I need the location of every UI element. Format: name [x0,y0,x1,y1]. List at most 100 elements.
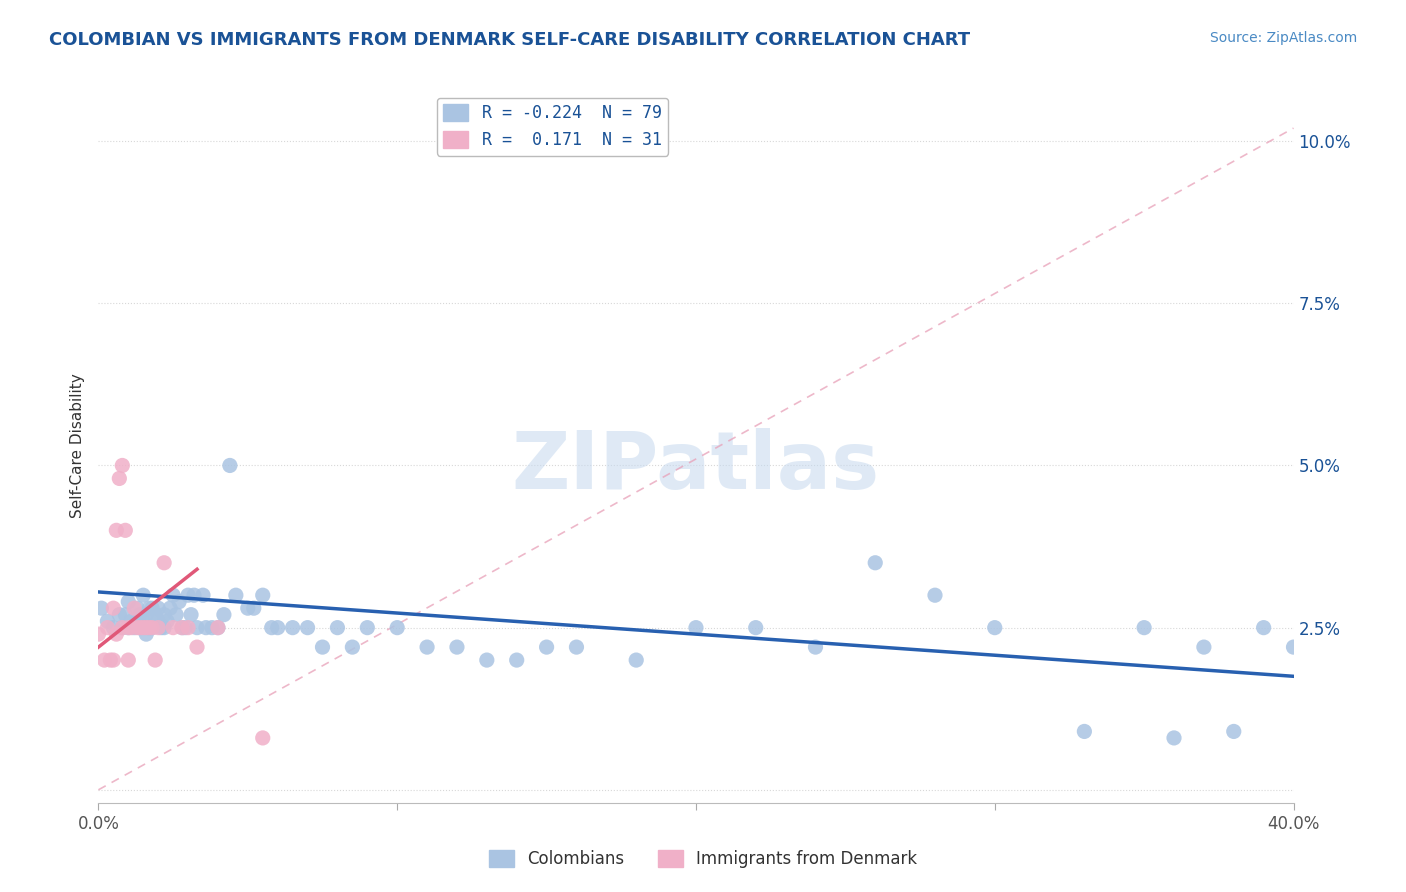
Legend: R = -0.224  N = 79, R =  0.171  N = 31: R = -0.224 N = 79, R = 0.171 N = 31 [437,97,668,155]
Point [186,621,208,635]
Point [114,524,136,538]
Point [225,588,247,602]
Point [745,621,768,635]
Point [177,621,200,635]
Point [117,621,139,635]
Text: Source: ZipAtlas.com: Source: ZipAtlas.com [1209,31,1357,45]
Point [124,601,146,615]
Point [108,607,131,622]
Point [129,607,152,622]
Point [626,653,648,667]
Point [105,524,128,538]
Point [1192,640,1215,654]
Point [219,458,242,473]
Point [201,621,224,635]
Point [153,607,176,622]
Point [162,621,184,635]
Point [172,621,194,635]
Point [135,627,157,641]
Point [536,640,558,654]
Point [162,588,184,602]
Point [127,601,149,615]
Point [267,621,290,635]
Point [103,621,125,635]
Point [297,621,319,635]
Point [565,640,588,654]
Point [1163,731,1185,745]
Point [132,621,155,635]
Legend: Colombians, Immigrants from Denmark: Colombians, Immigrants from Denmark [482,843,924,875]
Point [1343,621,1365,635]
Point [207,621,229,635]
Point [124,621,146,635]
Point [148,614,170,628]
Point [167,595,190,609]
Point [356,621,378,635]
Point [207,621,229,635]
Point [153,556,176,570]
Point [1253,621,1275,635]
Text: ZIPatlas: ZIPatlas [512,428,880,507]
Point [416,640,439,654]
Point [174,621,197,635]
Point [108,471,131,485]
Point [117,653,139,667]
Point [183,588,205,602]
Point [141,621,163,635]
Point [138,621,160,635]
Point [281,621,304,635]
Point [685,621,707,635]
Point [111,621,134,635]
Point [120,614,142,628]
Point [141,601,163,615]
Point [252,731,274,745]
Point [212,607,235,622]
Point [1282,640,1305,654]
Point [148,621,170,635]
Point [132,614,155,628]
Point [117,621,139,635]
Point [159,601,181,615]
Point [177,588,200,602]
Point [165,607,187,622]
Point [153,621,176,635]
Point [865,556,887,570]
Point [138,621,160,635]
Point [117,595,139,609]
Point [114,607,136,622]
Point [385,621,409,635]
Point [236,601,259,615]
Point [804,640,827,654]
Point [326,621,349,635]
Point [105,627,128,641]
Point [180,607,202,622]
Text: COLOMBIAN VS IMMIGRANTS FROM DENMARK SELF-CARE DISABILITY CORRELATION CHART: COLOMBIAN VS IMMIGRANTS FROM DENMARK SEL… [49,31,970,49]
Point [135,621,157,635]
Point [1223,724,1246,739]
Point [138,601,160,615]
Point [87,627,110,641]
Point [129,621,152,635]
Point [96,614,118,628]
Point [127,621,149,635]
Point [342,640,364,654]
Point [195,621,218,635]
Point [111,458,134,473]
Point [252,588,274,602]
Point [924,588,946,602]
Point [103,601,125,615]
Point [111,621,134,635]
Point [90,601,112,615]
Point [120,621,142,635]
Point [260,621,283,635]
Point [96,621,118,635]
Point [1133,621,1156,635]
Point [1073,724,1095,739]
Point [475,653,498,667]
Point [103,653,125,667]
Point [93,653,115,667]
Y-axis label: Self-Care Disability: Self-Care Disability [70,374,86,518]
Point [156,614,179,628]
Point [186,640,208,654]
Point [143,607,166,622]
